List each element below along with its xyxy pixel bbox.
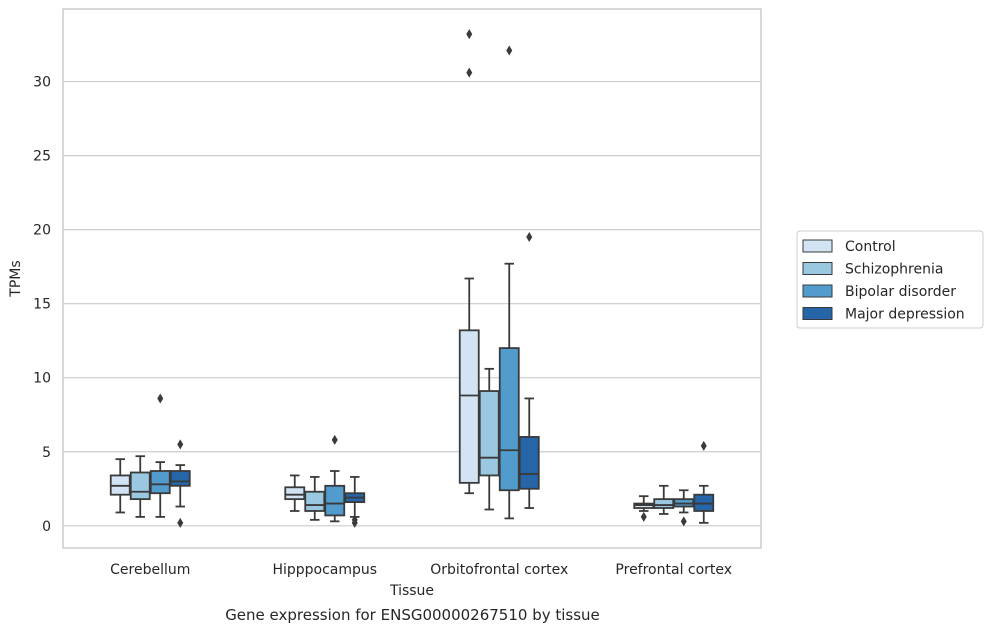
y-tick-label: 25: [33, 149, 51, 165]
box-2-0: [458, 29, 480, 495]
box-3-1: [653, 484, 675, 515]
x-tick-labels: Cerebellum Hipppocampus Orbitofrontal cort…: [110, 562, 732, 578]
y-tick-label: 10: [33, 371, 51, 387]
box-2-2: [498, 45, 520, 520]
legend-label: Major depression: [845, 307, 965, 323]
box-plot-series: [109, 29, 715, 528]
x-tick-label: Cerebellum: [110, 562, 190, 578]
box-iqr: [518, 436, 540, 490]
legend-label: Schizophrenia: [845, 262, 943, 278]
box-1-3: [344, 476, 366, 528]
box-2-1: [478, 367, 500, 511]
y-tick-label: 5: [42, 445, 51, 461]
box-0-0: [109, 458, 131, 514]
box-2-3: [518, 232, 540, 509]
box-1-0: [284, 474, 306, 512]
box-1-1: [304, 476, 326, 521]
outlier-point: [351, 517, 358, 528]
outlier-point: [700, 440, 707, 451]
y-tick-labels: 0 5 10 15 20 25 30: [33, 75, 51, 535]
box-0-2: [149, 393, 171, 518]
legend-swatch: [802, 239, 833, 253]
box-iqr: [498, 347, 520, 492]
outlier-point: [177, 517, 184, 528]
y-tick-label: 0: [42, 519, 51, 535]
box-iqr: [284, 486, 306, 501]
outlier-point: [466, 29, 473, 40]
legend-swatch: [802, 262, 833, 275]
y-tick-label: 15: [33, 297, 51, 313]
outlier-point: [640, 511, 647, 522]
x-tick-label: Orbitofrontal cortex: [430, 562, 568, 578]
box-iqr: [169, 470, 191, 487]
x-axis-label: Tissue: [389, 583, 434, 599]
outlier-point: [506, 45, 513, 56]
legend-label: Bipolar disorder: [845, 284, 956, 300]
figure-caption: Gene expression for ENSG00000267510 by t…: [225, 606, 600, 624]
y-axis-label: TPMs: [8, 260, 24, 297]
legend-swatch: [802, 284, 833, 298]
outlier-point: [331, 434, 338, 445]
legend: Control Schizophrenia Bipolar disorder Majo…: [796, 230, 984, 329]
box-iqr: [478, 390, 500, 477]
box-0-1: [129, 455, 151, 518]
plot-frame: [62, 8, 762, 549]
box-iqr: [129, 471, 151, 501]
outlier-point: [680, 516, 687, 527]
outlier-point: [177, 439, 184, 450]
box-iqr: [324, 484, 346, 517]
box-iqr: [653, 498, 675, 509]
box-3-2: [673, 489, 695, 527]
outlier-point: [526, 232, 533, 243]
y-gridlines: [63, 80, 761, 527]
legend-swatch: [802, 307, 833, 320]
y-tick-label: 30: [33, 75, 51, 91]
outlier-point: [466, 67, 473, 78]
outlier-point: [157, 393, 164, 404]
box-3-0: [633, 495, 655, 522]
box-iqr: [304, 490, 326, 512]
legend-frame: [796, 230, 984, 329]
box-iqr: [149, 470, 171, 495]
y-tick-label: 20: [33, 223, 51, 239]
box-3-3: [693, 440, 715, 524]
box-iqr: [458, 329, 480, 484]
legend-label: Control: [845, 239, 896, 255]
box-0-3: [169, 439, 191, 528]
box-1-2: [324, 434, 346, 523]
x-tick-label: Prefrontal cortex: [615, 562, 732, 578]
x-tick-label: Hipppocampus: [272, 562, 377, 578]
